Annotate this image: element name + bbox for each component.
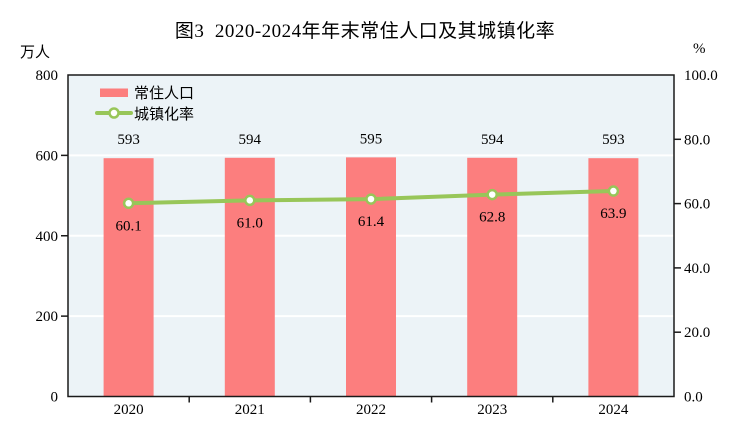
right-tick-label-0.0: 0.0 — [684, 390, 703, 406]
legend-line-marker — [108, 107, 120, 119]
line-marker-2021 — [244, 194, 256, 207]
bar-value-label-2020: 593 — [117, 132, 140, 148]
x-tick-label-2020: 2020 — [114, 402, 144, 418]
bar-value-label-2022: 595 — [360, 131, 383, 147]
legend-bar-swatch — [100, 88, 128, 97]
line-marker-2024 — [607, 185, 620, 197]
legend-bar-label: 常住人口 — [134, 85, 194, 102]
x-tick-label-2023: 2023 — [477, 402, 507, 418]
chart-title: 图3 2020-2024年年末常住人口及其城镇化率 — [174, 21, 556, 42]
left-axis: 0 200 400 600 800 — [36, 68, 68, 406]
bar-2022 — [346, 157, 396, 397]
left-tick-label-800: 800 — [36, 68, 59, 84]
line-marker-2023 — [486, 188, 498, 201]
left-tick-label-200: 200 — [36, 309, 59, 325]
left-tick-label-600: 600 — [36, 148, 59, 164]
right-tick-label-40.0: 40.0 — [684, 261, 710, 277]
right-axis-unit-label: % — [693, 41, 706, 57]
bar-value-label-2023: 594 — [481, 132, 504, 148]
right-tick-label-100.0: 100.0 — [684, 68, 718, 84]
left-axis-unit-label: 万人 — [20, 45, 51, 61]
legend-line-label: 城镇化率 — [134, 106, 194, 123]
left-tick-label-400: 400 — [36, 229, 59, 245]
bar-value-label-2021: 594 — [239, 132, 262, 148]
right-tick-label-20.0: 20.0 — [684, 325, 710, 341]
line-value-label-2020: 60.1 — [115, 218, 141, 234]
x-axis: 2020 2021 2022 2023 2024 — [114, 396, 629, 418]
line-value-label-2022: 61.4 — [358, 214, 385, 230]
line-value-label-2024: 63.9 — [600, 206, 626, 222]
x-tick-label-2022: 2022 — [356, 402, 386, 418]
line-series: 60.1 61.0 61.4 62.8 63.9 — [115, 185, 627, 234]
line-value-label-2023: 62.8 — [479, 210, 505, 226]
bar-2021 — [224, 157, 275, 397]
x-tick-label-2021: 2021 — [235, 402, 265, 418]
x-tick-label-2024: 2024 — [598, 402, 629, 418]
right-axis: 0.0 20.0 40.0 60.0 80.0 100.0 — [674, 68, 718, 406]
line-marker-2020 — [122, 197, 135, 210]
line-marker-2022 — [365, 193, 377, 205]
bar-value-label-2024: 593 — [602, 132, 625, 148]
line-value-label-2021: 61.0 — [237, 215, 263, 231]
bar-2020 — [103, 158, 154, 397]
right-tick-label-80.0: 80.0 — [684, 132, 710, 148]
left-tick-label-0: 0 — [51, 390, 59, 406]
right-tick-label-60.0: 60.0 — [684, 197, 710, 213]
bar-2024 — [588, 158, 639, 397]
